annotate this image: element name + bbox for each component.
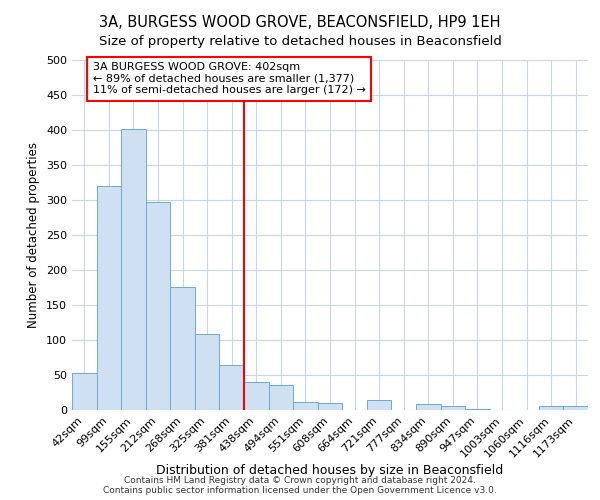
Text: 3A, BURGESS WOOD GROVE, BEACONSFIELD, HP9 1EH: 3A, BURGESS WOOD GROVE, BEACONSFIELD, HP… [99, 15, 501, 30]
Bar [318, 403, 342, 410]
Bar [293, 402, 318, 410]
Bar [72, 373, 97, 410]
Bar [170, 287, 195, 410]
Bar [195, 334, 220, 410]
Bar [539, 406, 563, 410]
Bar [244, 382, 269, 410]
Y-axis label: Number of detached properties: Number of detached properties [28, 142, 40, 328]
X-axis label: Distribution of detached houses by size in Beaconsfield: Distribution of detached houses by size … [157, 464, 503, 477]
Bar [220, 364, 244, 410]
Bar [465, 408, 490, 410]
Text: 3A BURGESS WOOD GROVE: 402sqm
← 89% of detached houses are smaller (1,377)
11% o: 3A BURGESS WOOD GROVE: 402sqm ← 89% of d… [93, 62, 366, 96]
Bar [97, 186, 121, 410]
Bar [121, 128, 146, 410]
Bar [440, 406, 465, 410]
Bar [367, 400, 391, 410]
Text: Contains HM Land Registry data © Crown copyright and database right 2024.
Contai: Contains HM Land Registry data © Crown c… [103, 476, 497, 495]
Bar [146, 202, 170, 410]
Bar [416, 404, 440, 410]
Bar [563, 406, 588, 410]
Bar [269, 385, 293, 410]
Text: Size of property relative to detached houses in Beaconsfield: Size of property relative to detached ho… [98, 35, 502, 48]
